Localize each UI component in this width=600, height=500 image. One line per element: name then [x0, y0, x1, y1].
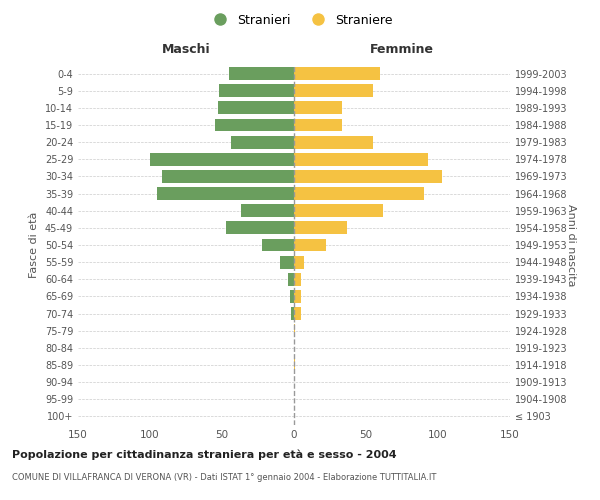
- Bar: [157, 187, 294, 200]
- Bar: [294, 290, 301, 303]
- Bar: [288, 273, 294, 285]
- Bar: [290, 290, 294, 303]
- Legend: Stranieri, Straniere: Stranieri, Straniere: [202, 8, 398, 32]
- Y-axis label: Anni di nascita: Anni di nascita: [566, 204, 576, 286]
- Text: Maschi: Maschi: [161, 44, 211, 57]
- Bar: [230, 136, 294, 148]
- Bar: [215, 118, 294, 132]
- Bar: [294, 102, 341, 114]
- Bar: [294, 84, 373, 97]
- Bar: [294, 256, 304, 268]
- Bar: [294, 118, 341, 132]
- Bar: [294, 170, 442, 183]
- Bar: [241, 204, 294, 217]
- Bar: [150, 153, 294, 166]
- Text: Popolazione per cittadinanza straniera per età e sesso - 2004: Popolazione per cittadinanza straniera p…: [12, 450, 397, 460]
- Bar: [226, 222, 294, 234]
- Bar: [280, 256, 294, 268]
- Bar: [294, 273, 301, 285]
- Text: Femmine: Femmine: [370, 44, 434, 57]
- Y-axis label: Fasce di età: Fasce di età: [29, 212, 39, 278]
- Bar: [294, 222, 347, 234]
- Bar: [294, 153, 428, 166]
- Bar: [229, 67, 294, 80]
- Bar: [294, 187, 424, 200]
- Bar: [294, 67, 380, 80]
- Bar: [294, 358, 295, 372]
- Bar: [219, 84, 294, 97]
- Bar: [161, 170, 294, 183]
- Bar: [294, 238, 326, 252]
- Bar: [218, 102, 294, 114]
- Bar: [262, 238, 294, 252]
- Bar: [294, 136, 373, 148]
- Bar: [294, 307, 301, 320]
- Bar: [294, 204, 383, 217]
- Bar: [294, 324, 295, 337]
- Bar: [291, 307, 294, 320]
- Text: COMUNE DI VILLAFRANCA DI VERONA (VR) - Dati ISTAT 1° gennaio 2004 - Elaborazione: COMUNE DI VILLAFRANCA DI VERONA (VR) - D…: [12, 472, 436, 482]
